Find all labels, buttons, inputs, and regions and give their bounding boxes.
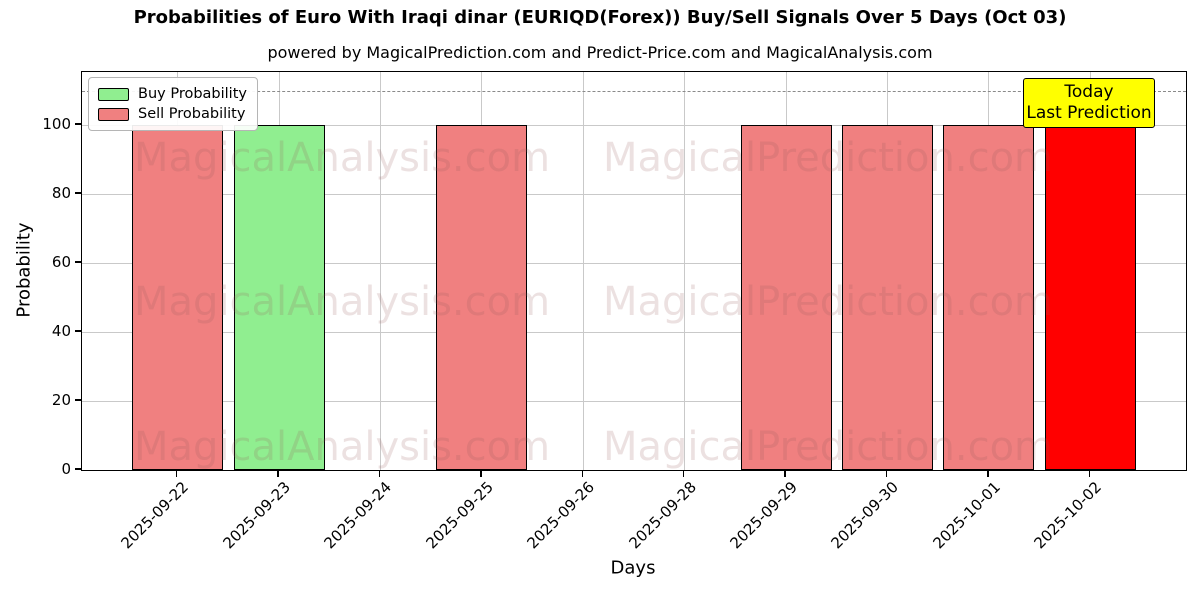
ytick-label-100: 100	[42, 115, 71, 134]
bar-sell-probability-2025-09-25	[436, 125, 528, 470]
hgridline-100	[82, 125, 1186, 127]
bar-buy-probability-2025-09-23	[233, 125, 325, 470]
annotation-line2: Last Prediction	[1026, 103, 1152, 123]
hgridline-60	[82, 263, 1186, 265]
hgridline-80	[82, 194, 1186, 196]
ytick-20	[75, 399, 81, 401]
hgridline-20	[82, 401, 1186, 403]
ytick-80	[75, 192, 81, 194]
x-axis-label: Days	[610, 557, 656, 579]
annotation-line1: Today	[1064, 82, 1114, 102]
xtick-2025-09-23	[277, 470, 279, 477]
legend-item-buy: Buy Probability	[98, 84, 247, 104]
dashed-threshold-line	[82, 90, 1186, 92]
ytick-100	[75, 123, 81, 125]
xtick-2025-10-02	[1088, 470, 1091, 477]
xtick-2025-09-24	[378, 470, 381, 477]
chart-title: Probabilities of Euro With Iraqi dinar (…	[133, 7, 1067, 28]
ytick-label-80: 80	[51, 184, 71, 203]
buy-swatch	[98, 87, 129, 101]
vgridline-2025-09-26	[582, 72, 584, 470]
hgridline-40	[82, 332, 1186, 334]
bar-today-last-prediction-2025-10-02	[1044, 125, 1136, 470]
xtick-2025-09-28	[682, 470, 685, 477]
xtick-2025-09-25	[480, 470, 482, 477]
xtick-2025-09-22	[175, 470, 178, 477]
bar-sell-probability-2025-09-29	[740, 125, 832, 470]
ytick-0	[75, 468, 81, 470]
xtick-2025-09-26	[581, 470, 584, 477]
today-annotation: Today Last Prediction	[1023, 78, 1155, 128]
plot-area: MagicalAnalysis.comMagicalPrediction.com…	[81, 71, 1187, 471]
bar-sell-probability-2025-09-30	[842, 125, 934, 470]
ytick-label-0: 0	[61, 460, 71, 478]
legend-item-sell: Sell Probability	[98, 104, 247, 124]
chart-subtitle: powered by MagicalPrediction.com and Pre…	[267, 43, 933, 62]
vgridline-2025-09-24	[379, 72, 381, 470]
ytick-40	[75, 330, 81, 332]
sell-swatch	[98, 107, 129, 121]
ytick-label-40: 40	[51, 322, 71, 341]
xtick-2025-10-01	[987, 470, 989, 477]
plot-inner: MagicalAnalysis.comMagicalPrediction.com…	[82, 72, 1186, 470]
legend: Buy Probability Sell Probability	[88, 77, 258, 131]
legend-label-sell: Sell Probability	[138, 106, 246, 122]
legend-label-buy: Buy Probability	[138, 86, 247, 102]
xtick-2025-09-30	[885, 470, 888, 477]
vgridline-2025-09-28	[684, 72, 686, 470]
bar-sell-probability-2025-10-01	[943, 125, 1035, 470]
bar-sell-probability-2025-09-22	[132, 125, 224, 470]
ytick-label-20: 20	[51, 391, 71, 410]
ytick-label-60: 60	[51, 253, 71, 272]
ytick-60	[75, 261, 81, 263]
xtick-2025-09-29	[784, 470, 786, 477]
